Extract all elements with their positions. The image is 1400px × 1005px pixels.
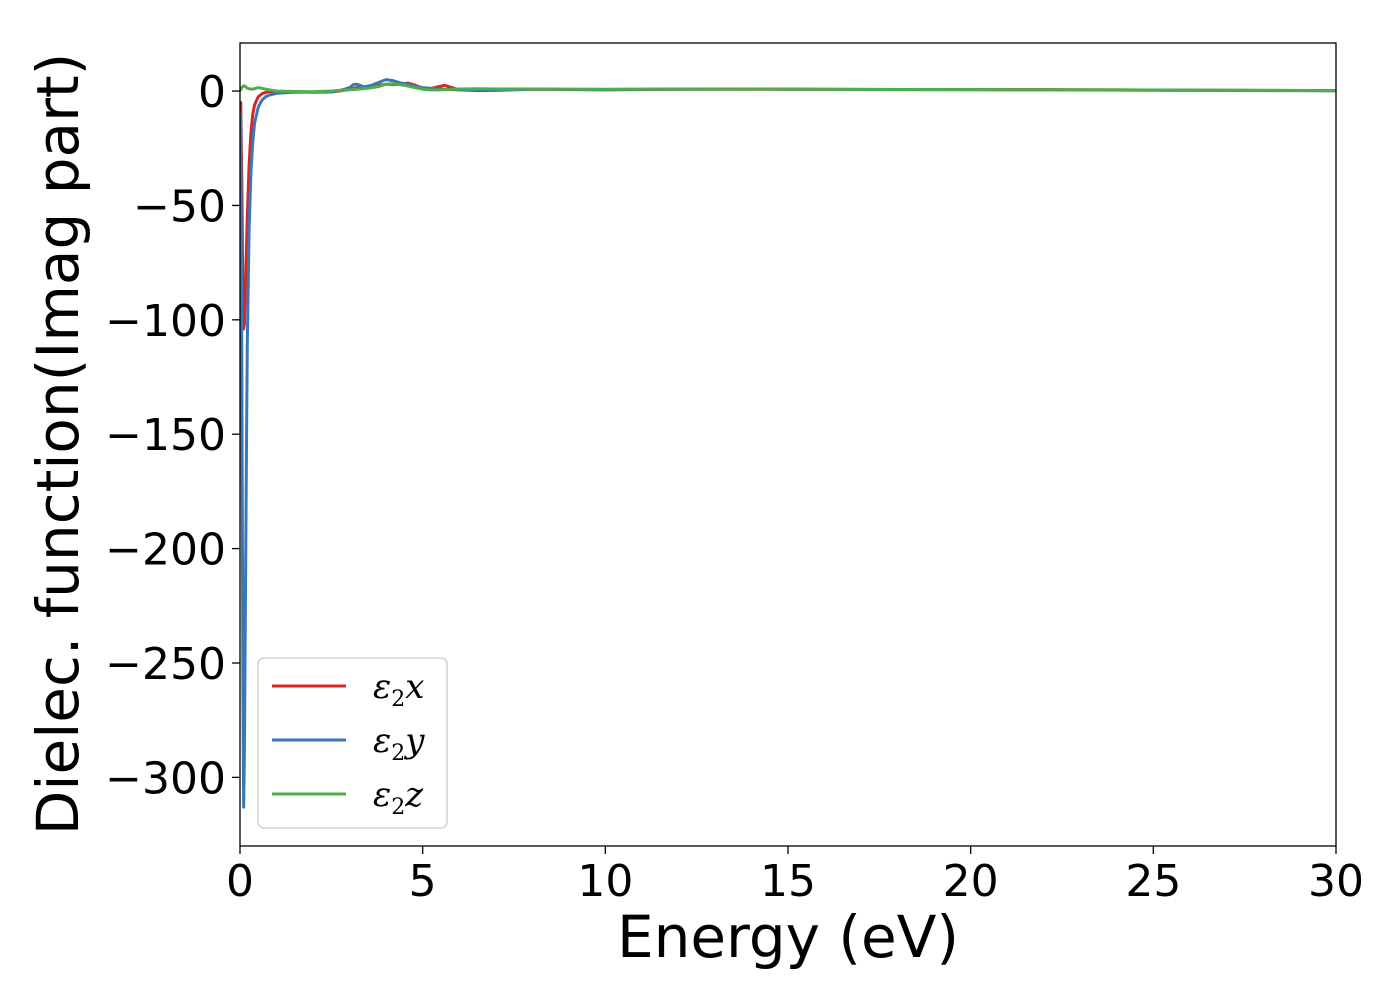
legend-label-z: ε2z	[373, 775, 424, 820]
y-tick-label: −50	[133, 181, 226, 232]
legend-label-x: ε2x	[373, 667, 424, 712]
x-axis-label: Energy (eV)	[617, 903, 959, 971]
x-tick-label: 10	[577, 856, 633, 907]
y-tick-label: −300	[105, 753, 226, 804]
x-tick-label: 0	[226, 856, 254, 907]
x-tick-label: 20	[943, 856, 999, 907]
y-axis-label: Dielec. function(Imag part)	[24, 53, 92, 836]
series-line-x	[240, 81, 1336, 331]
legend-box	[257, 657, 448, 829]
x-tick-label: 15	[760, 856, 816, 907]
legend-label-y: ε2y	[373, 721, 425, 766]
y-tick-label: −150	[105, 410, 226, 461]
y-tick-label: 0	[198, 67, 226, 118]
series-layer	[240, 78, 1336, 809]
x-tick-label: 5	[409, 856, 437, 907]
x-tick-label: 30	[1308, 856, 1364, 907]
series-line-z	[240, 82, 1336, 94]
y-tick-label: −250	[105, 639, 226, 690]
legend: ε2x ε2y ε2z	[257, 657, 448, 829]
y-tick-label: −200	[105, 525, 226, 576]
y-tick-label: −100	[105, 296, 226, 347]
x-axis: 0 5 10 15 20 25 30	[226, 846, 1364, 907]
x-tick-label: 25	[1125, 856, 1181, 907]
y-axis: 0 −50 −100 −150 −200 −250 −300	[105, 67, 240, 804]
